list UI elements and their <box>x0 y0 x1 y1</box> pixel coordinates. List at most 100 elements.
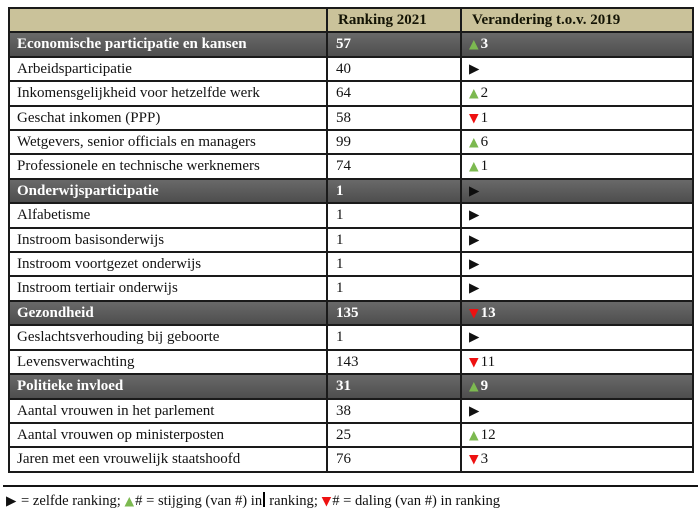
indicator-label-cell: Gezondheid <box>8 299 328 327</box>
indicator-label-cell: Wetgevers, senior officials en managers <box>8 129 328 156</box>
ranking-cell: 76 <box>326 446 462 473</box>
ranking-cell: 1 <box>326 202 462 229</box>
ranking-cell: 143 <box>326 348 462 376</box>
up-triangle-icon: ▲ <box>469 134 479 150</box>
same-triangle-icon: ▶ <box>469 402 480 419</box>
text-cursor <box>263 492 265 507</box>
indicator-label-cell: Levensverwachting <box>8 348 328 376</box>
down-triangle-icon: ▼ <box>469 109 479 125</box>
indicator-label-cell: Jaren met een vrouwelijk staatshoofd <box>8 446 328 473</box>
change-value: 3 <box>480 36 489 53</box>
indicator-label-cell: Alfabetisme <box>8 202 328 229</box>
ranking-cell: 1 <box>326 177 462 205</box>
indicator-label-cell: Onderwijsparticipatie <box>8 177 328 205</box>
change-cell: ▼ 1 <box>460 104 694 132</box>
table-row: Professionele en technische werknemers 74… <box>8 153 694 180</box>
indicator-label-cell: Professionele en technische werknemers <box>8 153 328 180</box>
same-triangle-icon: ▶ <box>469 231 480 248</box>
indicator-label-cell: Aantal vrouwen op ministerposten <box>8 421 328 449</box>
indicator-label-cell: Instroom basisonderwijs <box>8 226 328 254</box>
change-value: 13 <box>480 304 496 321</box>
indicator-label-cell: Economische participatie en kansen <box>8 31 328 58</box>
down-triangle-icon: ▼ <box>469 353 479 369</box>
table-row: Aantal vrouwen in het parlement 38 ▶ <box>8 397 694 424</box>
change-value: 1 <box>480 109 489 126</box>
change-value: 12 <box>480 426 496 443</box>
indicator-label-cell: Instroom tertiair onderwijs <box>8 275 328 302</box>
same-triangle-icon: ▶ <box>469 182 480 199</box>
change-cell: ▶ <box>460 55 694 83</box>
up-triangle-icon: ▲ <box>469 36 479 52</box>
section-row: Economische participatie en kansen 57 ▲ 3 <box>8 31 694 58</box>
change-cell: ▲ 3 <box>460 31 694 58</box>
ranking-cell: 1 <box>326 226 462 254</box>
change-value: 3 <box>480 451 489 468</box>
ranking-cell: 58 <box>326 104 462 132</box>
table-row: Wetgevers, senior officials en managers 9… <box>8 129 694 156</box>
legend: ▶ = zelfde ranking; ▲# = stijging (van #… <box>3 485 698 510</box>
table-row: Instroom tertiair onderwijs 1 ▶ <box>8 275 694 302</box>
ranking-cell: 38 <box>326 397 462 424</box>
ranking-cell: 74 <box>326 153 462 180</box>
change-cell: ▶ <box>460 275 694 302</box>
change-cell: ▶ <box>460 177 694 205</box>
ranking-cell: 25 <box>326 421 462 449</box>
change-cell: ▲ 12 <box>460 421 694 449</box>
ranking-cell: 1 <box>326 324 462 351</box>
table-row: Inkomensgelijkheid voor hetzelfde werk 64… <box>8 80 694 107</box>
up-triangle-icon: ▲ <box>469 378 479 394</box>
indicator-label-cell: Instroom voortgezet onderwijs <box>8 251 328 278</box>
ranking-cell: 1 <box>326 275 462 302</box>
table-row: Alfabetisme 1 ▶ <box>8 202 694 229</box>
indicator-label-cell: Arbeidsparticipatie <box>8 55 328 83</box>
same-triangle-icon: ▶ <box>469 329 480 346</box>
section-row: Politieke invloed 31 ▲ 9 <box>8 373 694 400</box>
column-header-change-2019: Verandering t.o.v. 2019 <box>460 6 694 34</box>
indicator-label-cell: Politieke invloed <box>8 373 328 400</box>
section-row: Onderwijsparticipatie 1 ▶ <box>8 177 694 205</box>
change-cell: ▲ 2 <box>460 80 694 107</box>
down-triangle-icon: ▼ <box>469 451 479 467</box>
change-value: 2 <box>480 85 489 102</box>
same-triangle-icon: ▶ <box>469 256 480 273</box>
change-cell: ▼ 13 <box>460 299 694 327</box>
section-row: Gezondheid 135 ▼ 13 <box>8 299 694 327</box>
change-value: 9 <box>480 378 489 395</box>
change-value: 11 <box>480 353 496 370</box>
ranking-cell: 1 <box>326 251 462 278</box>
change-cell: ▶ <box>460 226 694 254</box>
ranking-cell: 135 <box>326 299 462 327</box>
header-row: Ranking 2021 Verandering t.o.v. 2019 <box>8 6 694 34</box>
change-cell: ▶ <box>460 202 694 229</box>
ranking-cell: 31 <box>326 373 462 400</box>
up-triangle-icon: ▲ <box>469 426 479 442</box>
table-row: Geslachtsverhouding bij geboorte 1 ▶ <box>8 324 694 351</box>
change-cell: ▲ 9 <box>460 373 694 400</box>
table-header: Ranking 2021 Verandering t.o.v. 2019 <box>8 6 694 34</box>
same-triangle-icon: ▶ <box>6 493 17 509</box>
table-row: Arbeidsparticipatie 40 ▶ <box>8 55 694 83</box>
indicator-label-cell: Geslachtsverhouding bij geboorte <box>8 324 328 351</box>
up-triangle-icon: ▲ <box>469 85 479 101</box>
indicator-label-cell: Aantal vrouwen in het parlement <box>8 397 328 424</box>
ranking-table-wrap: Ranking 2021 Verandering t.o.v. 2019 Eco… <box>8 6 694 473</box>
change-cell: ▼ 11 <box>460 348 694 376</box>
table-row: Jaren met een vrouwelijk staatshoofd 76 ▼ 3 <box>8 446 694 473</box>
legend-text: ranking; <box>265 493 322 509</box>
ranking-cell: 57 <box>326 31 462 58</box>
down-triangle-icon: ▼ <box>321 493 332 508</box>
legend-text: # = stijging (van #) in <box>135 493 263 509</box>
table-row: Geschat inkomen (PPP) 58 ▼ 1 <box>8 104 694 132</box>
indicator-label-cell: Geschat inkomen (PPP) <box>8 104 328 132</box>
legend-text: # = daling (van #) in ranking <box>332 493 501 509</box>
change-cell: ▶ <box>460 397 694 424</box>
table-row: Levensverwachting 143 ▼ 11 <box>8 348 694 376</box>
change-value: 1 <box>480 158 489 175</box>
ranking-cell: 40 <box>326 55 462 83</box>
column-header-ranking-2021: Ranking 2021 <box>326 6 462 34</box>
table-body: Economische participatie en kansen 57 ▲ 3 Ar… <box>8 31 694 473</box>
ranking-cell: 99 <box>326 129 462 156</box>
ranking-cell: 64 <box>326 80 462 107</box>
same-triangle-icon: ▶ <box>469 207 480 224</box>
